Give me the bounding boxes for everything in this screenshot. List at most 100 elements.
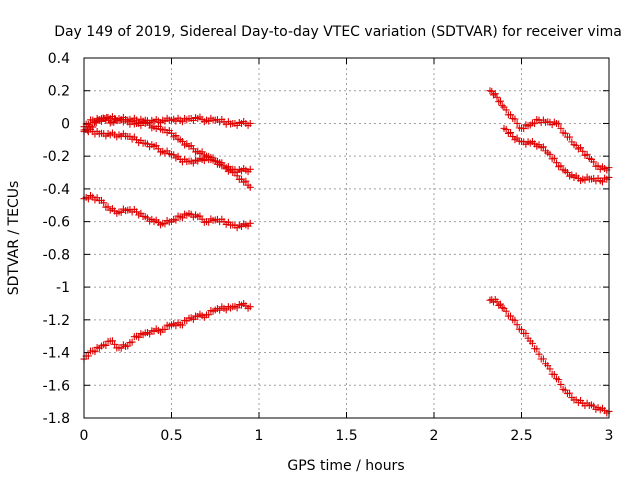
data-point xyxy=(557,380,565,388)
y-tick-label: -1.2 xyxy=(43,313,70,329)
data-point xyxy=(178,321,186,329)
data-point xyxy=(246,303,254,311)
data-point xyxy=(502,106,510,114)
y-tick-label: -0.2 xyxy=(43,149,70,165)
data-point xyxy=(502,307,510,315)
data-point xyxy=(513,119,521,127)
x-tick-label: 1 xyxy=(255,428,264,444)
data-point xyxy=(497,300,504,308)
data-point xyxy=(539,143,547,151)
data-point xyxy=(205,311,213,319)
data-point xyxy=(246,165,254,173)
data-point xyxy=(108,337,116,345)
data-point xyxy=(89,123,97,131)
data-point xyxy=(84,126,91,134)
data-point xyxy=(100,199,108,207)
x-tick-label: 2 xyxy=(430,428,439,444)
data-point xyxy=(507,129,515,137)
data-point xyxy=(101,115,109,123)
data-point xyxy=(553,159,560,167)
y-tick-label: 0.4 xyxy=(48,51,70,67)
data-point xyxy=(561,129,569,137)
x-tick-label: 1.5 xyxy=(335,428,357,444)
x-axis-label: GPS time / hours xyxy=(287,458,404,474)
data-point xyxy=(231,168,239,176)
data-point xyxy=(522,329,530,337)
y-tick-label: -0.4 xyxy=(43,182,70,198)
data-point xyxy=(161,325,169,333)
data-point xyxy=(112,115,119,123)
data-point xyxy=(486,296,494,304)
data-point xyxy=(91,348,99,356)
data-point xyxy=(583,150,591,158)
data-point xyxy=(598,178,606,186)
data-point xyxy=(168,129,175,137)
data-point xyxy=(242,177,250,185)
data-point xyxy=(557,162,565,170)
data-point xyxy=(502,125,510,133)
series-track-h xyxy=(486,295,613,417)
data-point xyxy=(111,340,119,348)
data-point xyxy=(498,102,506,110)
y-axis-label: SDTVAR / TECUs xyxy=(6,181,22,296)
y-tick-label: -1 xyxy=(56,280,70,296)
data-point xyxy=(511,115,519,123)
data-point xyxy=(555,376,563,384)
data-point xyxy=(82,125,90,133)
data-point xyxy=(102,342,110,350)
grid xyxy=(84,58,609,418)
data-point xyxy=(172,216,180,224)
data-point xyxy=(535,350,543,358)
data-point xyxy=(507,312,515,320)
data-point xyxy=(491,90,499,98)
y-tick-label: 0.2 xyxy=(48,84,70,100)
series-track-g xyxy=(500,124,613,186)
data-point xyxy=(590,158,598,166)
data-point xyxy=(579,147,587,155)
y-tick-label: -1.8 xyxy=(43,411,70,427)
y-tick-label: -1.4 xyxy=(43,346,70,362)
x-tick-label: 0 xyxy=(80,428,89,444)
data-point xyxy=(513,321,521,329)
data-point xyxy=(520,125,528,133)
data-point xyxy=(493,93,501,101)
data-point xyxy=(511,316,519,324)
data-point xyxy=(550,154,558,162)
data-point xyxy=(531,120,539,128)
y-tick-label: -0.6 xyxy=(43,215,70,231)
series-track-e xyxy=(80,300,254,363)
data-point xyxy=(178,214,186,222)
chart-title: Day 149 of 2019, Sidereal Day-to-day VTE… xyxy=(54,24,622,40)
data-point xyxy=(557,124,565,132)
data-point xyxy=(507,111,515,119)
data-point xyxy=(533,345,541,353)
data-point xyxy=(563,169,571,177)
series-track-f xyxy=(486,87,613,174)
data-point xyxy=(555,120,563,128)
y-tick-label: -0.8 xyxy=(43,247,70,263)
data-point xyxy=(246,219,254,227)
data-point xyxy=(498,304,506,312)
data-point xyxy=(135,333,143,341)
data-point xyxy=(577,144,585,152)
data-point xyxy=(84,352,92,360)
data-point xyxy=(528,339,536,347)
data-point xyxy=(539,355,547,363)
data-point xyxy=(546,150,554,158)
y-tick-label: 0 xyxy=(61,116,70,132)
data-point xyxy=(178,137,186,145)
y-tick-label: -1.6 xyxy=(43,378,70,394)
data-point xyxy=(172,132,180,140)
data-point xyxy=(222,164,230,172)
data-point xyxy=(497,97,504,105)
data-point xyxy=(106,119,114,127)
plot-frame xyxy=(83,57,610,419)
data-point xyxy=(233,172,241,180)
x-tick-label: 2.5 xyxy=(510,428,532,444)
data-point xyxy=(566,133,574,141)
series-track-d xyxy=(80,192,254,232)
data-point xyxy=(572,141,580,149)
x-tick-label: 0.5 xyxy=(160,428,182,444)
data-point xyxy=(99,114,107,122)
